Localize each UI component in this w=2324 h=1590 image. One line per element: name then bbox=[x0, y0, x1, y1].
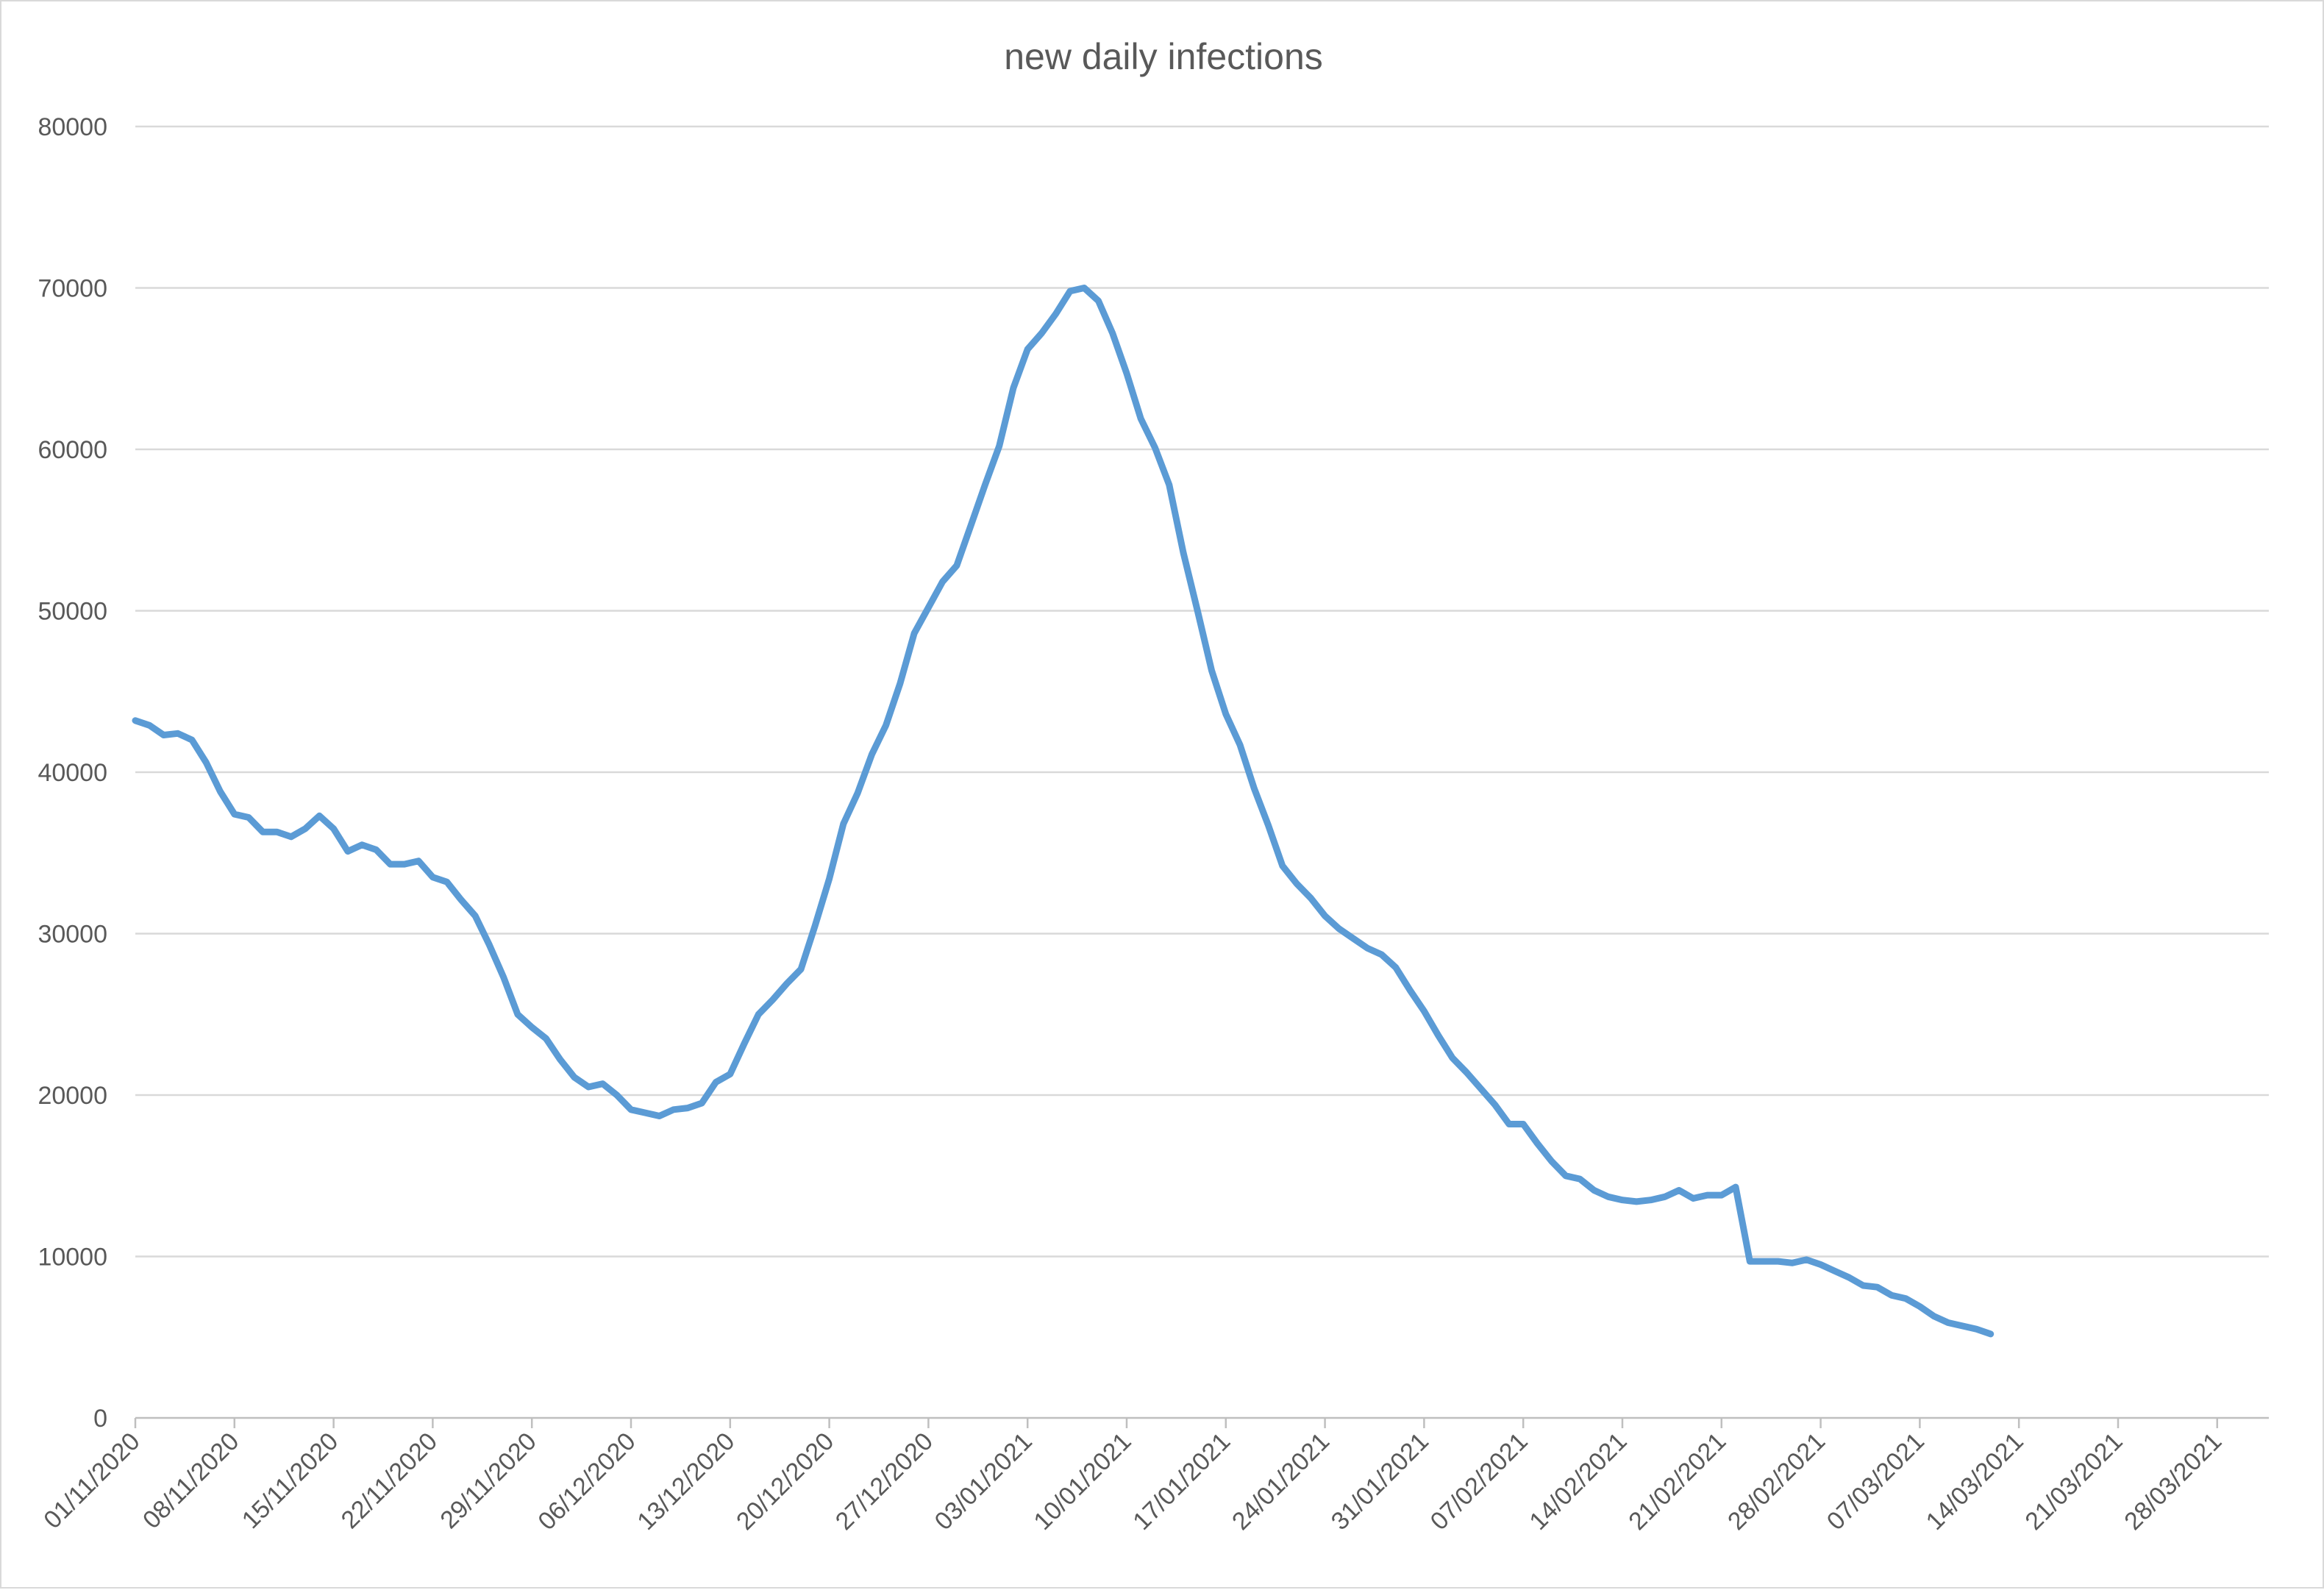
x-tick-label: 01/11/2020 bbox=[38, 1427, 145, 1534]
y-axis-tick-labels: 0 10000 20000 30000 40000 50000 60000 70000 8000… bbox=[38, 113, 107, 1433]
x-tick-label: 28/03/2021 bbox=[2119, 1427, 2227, 1536]
gridlines bbox=[135, 125, 2269, 1258]
chart-title: new daily infections bbox=[1004, 36, 1323, 77]
y-tick-label: 50000 bbox=[38, 598, 107, 626]
x-tick-label: 07/02/2021 bbox=[1425, 1427, 1533, 1536]
x-tick-label: 22/11/2020 bbox=[336, 1427, 443, 1534]
x-tick-label: 28/02/2021 bbox=[1722, 1427, 1831, 1536]
x-tick-label: 03/01/2021 bbox=[930, 1427, 1038, 1536]
series-layer bbox=[132, 285, 1995, 1338]
y-tick-label: 80000 bbox=[38, 113, 107, 141]
x-tick-label: 20/12/2020 bbox=[731, 1427, 839, 1536]
x-tick-label: 08/11/2020 bbox=[138, 1427, 244, 1534]
x-tick-label: 14/03/2021 bbox=[1921, 1427, 2029, 1536]
x-tick-label: 06/12/2020 bbox=[532, 1427, 641, 1536]
x-tick-label: 13/12/2020 bbox=[632, 1427, 740, 1536]
x-tick-label: 24/01/2021 bbox=[1227, 1427, 1335, 1536]
x-tick-label: 27/12/2020 bbox=[830, 1427, 938, 1536]
x-tick-label: 29/11/2020 bbox=[435, 1427, 541, 1534]
x-tick-label: 14/02/2021 bbox=[1524, 1427, 1632, 1536]
series-line bbox=[132, 285, 1995, 1338]
x-tick-label: 31/01/2021 bbox=[1326, 1427, 1434, 1536]
x-axis-tick-labels: 01/11/202008/11/202015/11/202022/11/2020… bbox=[38, 1427, 2227, 1536]
x-tick-label: 21/03/2021 bbox=[2020, 1427, 2128, 1536]
y-tick-label: 40000 bbox=[38, 759, 107, 787]
x-axis bbox=[134, 1416, 2269, 1428]
y-tick-label: 10000 bbox=[38, 1244, 107, 1272]
x-tick-label: 17/01/2021 bbox=[1127, 1427, 1236, 1536]
x-tick-label: 10/01/2021 bbox=[1028, 1427, 1136, 1536]
y-tick-label: 20000 bbox=[38, 1082, 107, 1110]
y-tick-label: 60000 bbox=[38, 436, 107, 464]
y-tick-label: 30000 bbox=[38, 921, 107, 949]
y-tick-label: 70000 bbox=[38, 275, 107, 303]
x-tick-label: 15/11/2020 bbox=[237, 1427, 343, 1534]
y-tick-label: 0 bbox=[93, 1405, 107, 1433]
x-tick-label: 07/03/2021 bbox=[1822, 1427, 1930, 1536]
x-tick-label: 21/02/2021 bbox=[1623, 1427, 1731, 1536]
